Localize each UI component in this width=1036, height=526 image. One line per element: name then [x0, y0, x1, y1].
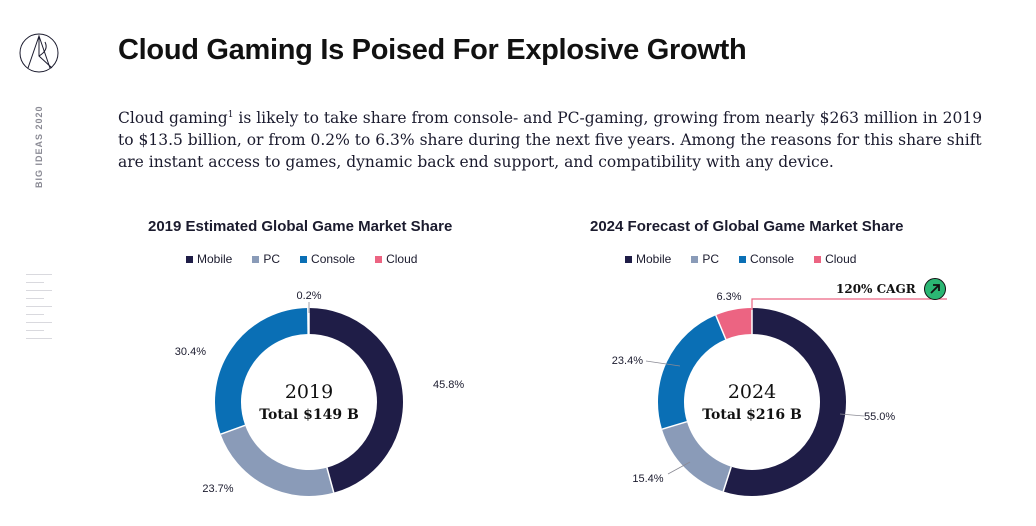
donut-slice-console — [215, 308, 309, 435]
donut-slice-pc — [220, 424, 334, 496]
legend-label: Cloud — [386, 252, 418, 266]
data-label-console: 30.4% — [175, 346, 206, 358]
data-label-pc: 23.7% — [202, 483, 233, 495]
data-label-console: 23.4% — [612, 355, 643, 367]
legend-item-pc: PC — [691, 252, 719, 266]
legend-item-cloud: Cloud — [375, 252, 417, 266]
sidebar-decoration — [26, 274, 52, 346]
page-title: Cloud Gaming Is Poised For Explosive Gro… — [118, 34, 747, 66]
legend-label: PC — [702, 252, 720, 266]
center-year: 2019 — [285, 381, 333, 403]
legend-swatch-cloud — [814, 255, 822, 263]
legend-label: Cloud — [825, 252, 857, 266]
donut-slice-pc — [662, 421, 732, 492]
legend-swatch-pc — [691, 255, 699, 263]
legend-item-pc: PC — [252, 252, 280, 266]
slice-separator — [220, 424, 246, 435]
legend-label: Mobile — [197, 252, 233, 266]
data-label-mobile: 55.0% — [864, 411, 895, 423]
slice-separator — [326, 467, 335, 493]
legend-item-console: Console — [300, 252, 355, 266]
cagr-callout-line — [751, 298, 947, 310]
legend-item-mobile: Mobile — [625, 252, 671, 266]
legend-item-console: Console — [739, 252, 794, 266]
legend-swatch-cloud — [375, 255, 383, 263]
slice-separator — [715, 314, 727, 340]
intro-text-start: Cloud gaming — [118, 109, 228, 128]
slice-separator — [661, 420, 688, 430]
intro-paragraph: Cloud gaming1 is likely to take share fr… — [118, 104, 998, 173]
data-label-cloud: 0.2% — [296, 290, 321, 302]
center-total: Total $216 B — [702, 407, 802, 423]
donut-slice-console — [658, 315, 727, 430]
legend-swatch-pc — [252, 255, 260, 263]
leader-line — [645, 360, 681, 367]
data-label-mobile: 45.8% — [433, 379, 464, 391]
chart-2024-title: 2024 Forecast of Global Game Market Shar… — [590, 218, 904, 235]
cagr-label: 120% CAGR — [836, 282, 916, 296]
legend-label: Console — [750, 252, 795, 266]
center-total: Total $149 B — [259, 407, 359, 423]
chart-2024-legend: Mobile PC Console Cloud — [625, 252, 856, 266]
donut-slice-mobile — [308, 308, 403, 493]
legend-swatch-mobile — [625, 255, 632, 263]
legend-item-mobile: Mobile — [186, 252, 232, 266]
chart-2019-legend: Mobile PC Console Cloud — [186, 252, 417, 266]
legend-label: Mobile — [636, 252, 672, 266]
leader-line — [667, 461, 691, 475]
chart-2019-title: 2019 Estimated Global Game Market Share — [148, 218, 453, 235]
legend-swatch-mobile — [186, 255, 193, 263]
arrow-up-right-icon — [923, 278, 946, 300]
intro-text-rest: is likely to take share from console- an… — [118, 109, 983, 172]
center-year: 2024 — [728, 381, 776, 403]
donut-slice-cloud — [715, 308, 753, 340]
legend-swatch-console — [739, 255, 747, 263]
data-label-cloud: 6.3% — [716, 291, 741, 303]
cagr-annotation: 120% CAGR — [836, 278, 946, 300]
legend-item-cloud: Cloud — [814, 252, 856, 266]
slice-separator — [722, 466, 732, 492]
legend-label: PC — [263, 252, 281, 266]
footnote-marker: 1 — [227, 110, 234, 120]
data-label-pc: 15.4% — [632, 473, 663, 485]
donut-slice-mobile — [723, 308, 846, 496]
legend-swatch-console — [300, 255, 308, 263]
ark-logo-icon — [19, 33, 59, 73]
leader-line — [839, 413, 865, 417]
legend-label: Console — [311, 252, 356, 266]
